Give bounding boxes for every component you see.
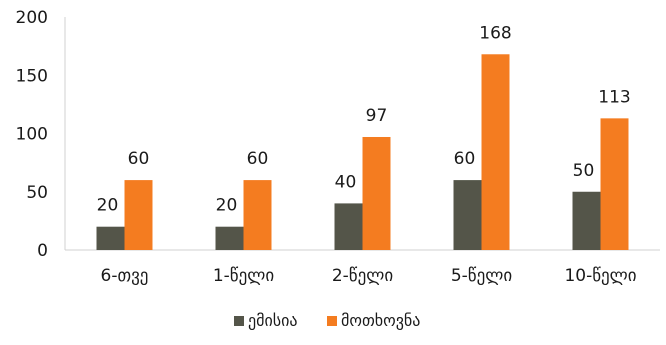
data-label: 60 bbox=[128, 149, 150, 169]
y-tick-label: 150 bbox=[16, 66, 48, 86]
bar-demand bbox=[243, 180, 272, 250]
x-tick-label: 1-წელი bbox=[213, 266, 274, 286]
data-label: 60 bbox=[247, 149, 269, 169]
bar-demand bbox=[362, 136, 391, 250]
legend-swatch bbox=[234, 316, 244, 326]
x-tick-label: 5-წელი bbox=[451, 266, 512, 286]
x-tick-label: 6-თვე bbox=[101, 266, 149, 286]
data-labels: 20 60 20 60 40 97 60 168 50 113 bbox=[97, 23, 631, 215]
bar-issuance bbox=[453, 180, 482, 250]
data-label: 60 bbox=[454, 149, 476, 169]
y-tick-label: 0 bbox=[37, 241, 48, 261]
y-tick-label: 100 bbox=[16, 125, 48, 145]
bar-demand bbox=[481, 54, 510, 250]
bar-issuance bbox=[96, 226, 125, 250]
legend: ემისია მოთხოვნა bbox=[234, 311, 420, 330]
y-axis: 0 50 100 150 200 bbox=[16, 8, 66, 261]
data-label: 50 bbox=[573, 161, 595, 181]
legend-swatch bbox=[327, 316, 337, 326]
bar-issuance bbox=[572, 191, 601, 250]
data-label: 97 bbox=[366, 106, 388, 126]
data-label: 113 bbox=[598, 87, 630, 107]
x-axis: 6-თვე 1-წელი 2-წელი 5-წელი 10-წელი bbox=[65, 249, 660, 286]
data-label: 40 bbox=[335, 172, 357, 192]
bar-issuance bbox=[215, 226, 244, 250]
bar-demand bbox=[600, 118, 629, 250]
legend-label: ემისია bbox=[248, 311, 298, 330]
data-label: 20 bbox=[97, 196, 119, 216]
y-tick-label: 50 bbox=[26, 183, 48, 203]
bar-issuance bbox=[334, 203, 363, 250]
data-label: 20 bbox=[216, 196, 238, 216]
bars bbox=[96, 54, 629, 250]
x-tick-label: 2-წელი bbox=[332, 266, 393, 286]
legend-label: მოთხოვნა bbox=[341, 311, 420, 330]
bar-demand bbox=[124, 180, 153, 250]
x-tick-label: 10-წელი bbox=[564, 266, 636, 286]
data-label: 168 bbox=[479, 23, 511, 43]
y-tick-label: 200 bbox=[16, 8, 48, 28]
